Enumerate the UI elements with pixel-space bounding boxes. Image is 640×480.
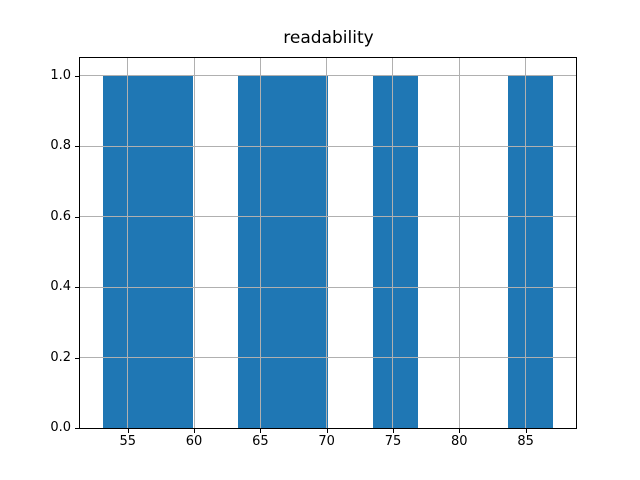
y-axis-tick-label: 0.8: [50, 138, 71, 154]
x-axis-tick: [459, 429, 461, 433]
x-axis-tick: [326, 429, 328, 433]
x-gridline: [193, 58, 195, 428]
y-gridline: [80, 145, 576, 147]
x-axis-tick: [127, 429, 129, 433]
x-axis-tick-label: 55: [119, 434, 137, 449]
y-gridline: [80, 427, 576, 428]
x-gridline: [259, 58, 261, 428]
x-axis-tick-label: 70: [318, 434, 335, 449]
chart-title: readability: [283, 28, 374, 48]
x-gridline: [392, 58, 394, 428]
x-gridline: [525, 58, 527, 428]
x-axis-tick: [525, 429, 527, 433]
x-axis-tick-label: 65: [252, 434, 269, 449]
y-axis-tick-label: 0.6: [50, 208, 71, 224]
y-axis-tick: [75, 146, 79, 148]
histogram-bar: [147, 75, 193, 428]
y-axis-tick-label: 0.2: [50, 349, 71, 365]
y-gridline: [80, 286, 576, 288]
y-axis-tick-label: 0.4: [50, 279, 71, 295]
x-axis-tick-label: 75: [384, 434, 402, 449]
x-gridline: [127, 58, 129, 428]
histogram-bar: [373, 75, 419, 428]
x-axis-tick-label: 60: [185, 434, 203, 449]
y-gridline: [80, 216, 576, 218]
y-axis-tick: [75, 216, 79, 218]
plot-area: [79, 57, 577, 429]
y-axis-tick: [75, 75, 79, 77]
x-axis-tick-label: 85: [517, 434, 534, 449]
y-gridline: [80, 75, 576, 77]
y-axis-tick: [75, 428, 79, 429]
x-gridline: [458, 58, 460, 428]
y-axis-tick-label: 0.0: [50, 420, 71, 435]
y-gridline: [80, 357, 576, 359]
x-axis-tick-label: 80: [451, 434, 468, 449]
histogram-bar: [508, 75, 554, 428]
histogram-bar: [282, 75, 328, 428]
x-gridline: [326, 58, 328, 428]
x-axis-tick: [194, 429, 196, 433]
x-axis-tick: [260, 429, 262, 433]
y-axis-tick: [75, 357, 79, 359]
histogram-bar: [102, 75, 148, 428]
y-axis-tick: [75, 287, 79, 289]
y-axis-tick-label: 1.0: [50, 67, 71, 83]
x-axis-tick: [392, 429, 394, 433]
